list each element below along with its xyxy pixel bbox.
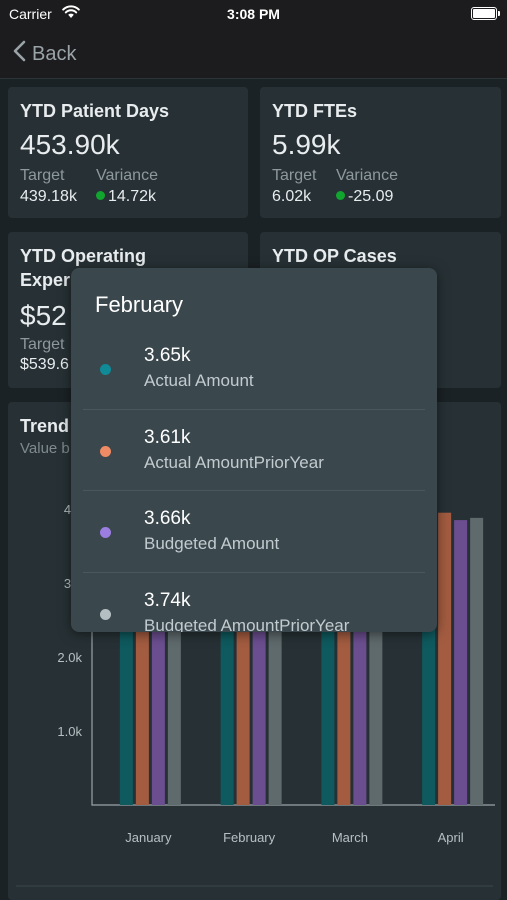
card-title: YTD Operating Exper bbox=[20, 246, 147, 290]
y-tick-label: 1.0k bbox=[57, 724, 82, 739]
variance-value: 14.72k bbox=[96, 188, 156, 206]
divider bbox=[83, 409, 425, 410]
tooltip-value: 3.65k bbox=[144, 345, 191, 366]
series-dot-icon bbox=[100, 446, 111, 457]
tooltip-header: February bbox=[95, 292, 184, 317]
target-value: 6.02k bbox=[272, 188, 312, 205]
wifi-icon bbox=[62, 5, 80, 24]
tooltip-label: Actual AmountPriorYear bbox=[144, 453, 324, 472]
clock: 3:08 PM bbox=[227, 6, 280, 22]
variance-value: -25.09 bbox=[336, 188, 393, 206]
divider bbox=[83, 572, 425, 573]
target-value: $539.6 bbox=[20, 356, 69, 373]
battery-icon bbox=[471, 7, 500, 20]
divider bbox=[83, 490, 425, 491]
target-label: Target bbox=[272, 167, 317, 184]
tooltip-label: Budgeted Amount bbox=[144, 534, 280, 553]
status-dot-icon bbox=[336, 191, 345, 200]
series-dot-icon bbox=[100, 527, 111, 538]
card-title: YTD OP Cases bbox=[272, 246, 397, 266]
x-tick-label: February bbox=[223, 830, 276, 845]
target-label: Target bbox=[20, 336, 65, 353]
kpi-card-patient-days[interactable]: YTD Patient Days 453.90k Target 439.18k … bbox=[8, 87, 248, 218]
tooltip-value: 3.74k bbox=[144, 590, 191, 611]
series-dot-icon bbox=[100, 609, 111, 620]
chart-subtitle: Value b bbox=[20, 440, 70, 457]
tooltip-label: Actual Amount bbox=[144, 371, 254, 390]
tooltip-value: 3.61k bbox=[144, 427, 191, 448]
chevron-left-icon bbox=[12, 40, 26, 68]
bar-april-3[interactable] bbox=[470, 517, 484, 805]
tooltip-row: 3.61k Actual AmountPriorYear bbox=[71, 417, 437, 498]
card-title: YTD FTEs bbox=[272, 101, 358, 121]
target-label: Target bbox=[20, 167, 65, 184]
card-value: $52 bbox=[20, 300, 67, 331]
y-tick-label: 2.0k bbox=[57, 650, 82, 665]
card-title: YTD Patient Days bbox=[20, 101, 170, 121]
chart-tooltip: February 3.65k Actual Amount 3.61k Actua… bbox=[71, 268, 437, 632]
variance-label: Variance bbox=[336, 167, 398, 184]
bar-april-2[interactable] bbox=[454, 520, 468, 805]
series-dot-icon bbox=[100, 364, 111, 375]
kpi-card-ftes[interactable]: YTD FTEs 5.99k Target 6.02k Variance -25… bbox=[260, 87, 501, 218]
carrier-label: Carrier bbox=[9, 6, 52, 22]
variance-label: Variance bbox=[96, 167, 158, 184]
tooltip-row: 3.74k Budgeted AmountPriorYear bbox=[71, 580, 437, 632]
back-button[interactable]: Back bbox=[12, 40, 76, 68]
chart-title: Trend bbox=[20, 416, 70, 436]
tooltip-label: Budgeted AmountPriorYear bbox=[144, 616, 350, 632]
tooltip-value: 3.66k bbox=[144, 508, 191, 529]
bar-april-1[interactable] bbox=[438, 512, 452, 805]
status-dot-icon bbox=[96, 191, 105, 200]
navigation-bar: Back bbox=[0, 28, 507, 79]
status-bar: Carrier 3:08 PM bbox=[0, 0, 507, 28]
card-value: 5.99k bbox=[272, 129, 341, 160]
x-tick-label: March bbox=[332, 830, 368, 845]
tooltip-row: 3.65k Actual Amount bbox=[71, 335, 437, 416]
x-tick-label: April bbox=[438, 830, 464, 845]
back-label: Back bbox=[32, 42, 77, 65]
tooltip-row: 3.66k Budgeted Amount bbox=[71, 498, 437, 579]
x-tick-label: January bbox=[125, 830, 172, 845]
card-value: 453.90k bbox=[20, 129, 120, 160]
target-value: 439.18k bbox=[20, 188, 77, 205]
